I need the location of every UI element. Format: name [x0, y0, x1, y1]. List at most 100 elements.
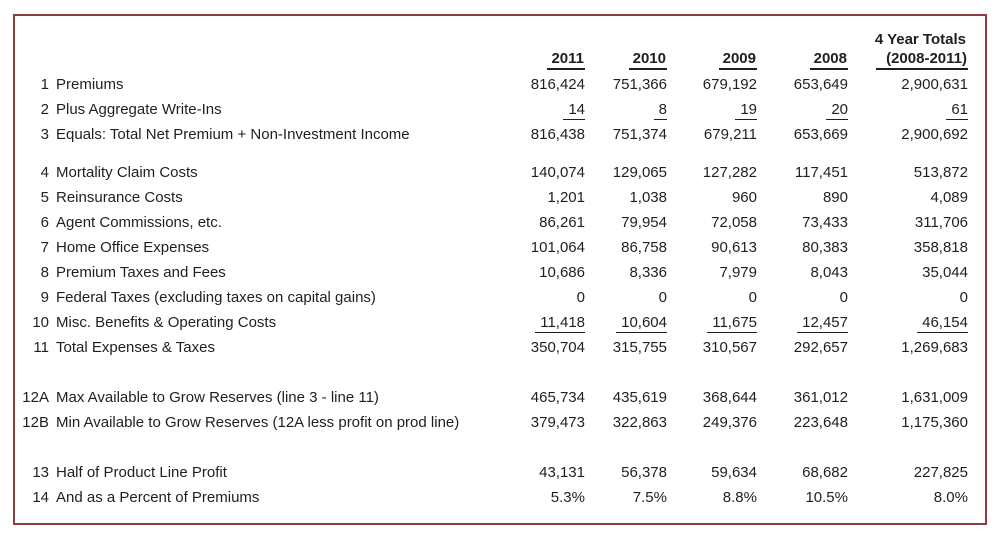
row-label: Half of Product Line Profit: [56, 464, 227, 481]
value-cell: 1,269,683: [901, 339, 968, 356]
value-cell-underlined: 46,154: [848, 310, 968, 335]
value-cell: 80,383: [802, 239, 848, 256]
value-cell: 7.5%: [632, 489, 667, 506]
value-cell: 8,043: [810, 264, 848, 281]
value-cell-underlined: 12,457: [757, 310, 848, 335]
value-cell: 2,900,631: [901, 76, 968, 93]
value-cell-underlined: 20: [757, 97, 848, 122]
value-cell: 249,376: [702, 414, 757, 431]
row-number: 7: [40, 239, 49, 256]
row-label: Plus Aggregate Write-Ins: [56, 101, 222, 118]
row-number: 10: [32, 314, 49, 331]
value-cell: 368,644: [702, 389, 757, 406]
year-header-2009: 2009: [718, 49, 757, 70]
value-cell: 679,192: [702, 76, 757, 93]
value-cell: 0: [576, 289, 585, 306]
table-row-7: 7 Home Office Expenses 101,064 86,758 90…: [15, 235, 968, 260]
value-cell: 140,074: [530, 164, 585, 181]
value-cell-underlined: 14: [405, 97, 585, 122]
value-cell: 1,201: [547, 189, 585, 206]
value-cell: 358,818: [913, 239, 968, 256]
value-cell-underlined: 19: [667, 97, 757, 122]
value-cell: 86,758: [621, 239, 667, 256]
row-number: 1: [40, 76, 49, 93]
value-cell: 435,619: [612, 389, 667, 406]
row-label: Home Office Expenses: [56, 239, 210, 256]
value-cell-underlined: 10,604: [585, 310, 667, 335]
value-cell: 43,131: [539, 464, 585, 481]
table-row-6: 6 Agent Commissions, etc. 86,261 79,954 …: [15, 210, 968, 235]
table-row-12A: 12A Max Available to Grow Reserves (line…: [15, 385, 968, 410]
totals-header-line2: (2008-2011): [848, 49, 968, 70]
value-cell: 90,613: [711, 239, 757, 256]
row-label: And as a Percent of Premiums: [56, 489, 260, 506]
year-header-2011: 2011: [547, 49, 585, 70]
column-header-row: 2011 2010 2009 2008 4 Year Totals (2008-…: [15, 16, 968, 72]
section-gap: [15, 360, 968, 385]
totals-header-cell: 4 Year Totals (2008-2011): [848, 16, 968, 72]
header-spacer: [49, 16, 405, 72]
value-cell: 73,433: [802, 214, 848, 231]
table-row-13: 13 Half of Product Line Profit 43,131 56…: [15, 460, 968, 485]
row-number: 8: [40, 264, 49, 281]
value-cell: 513,872: [913, 164, 968, 181]
value-cell: 1,175,360: [901, 414, 968, 431]
financial-table: 2011 2010 2009 2008 4 Year Totals (2008-…: [15, 16, 968, 510]
row-number: 5: [40, 189, 49, 206]
value-cell: 816,424: [530, 76, 585, 93]
value-cell: 59,634: [711, 464, 757, 481]
value-cell: 79,954: [621, 214, 667, 231]
value-cell: 4,089: [930, 189, 968, 206]
table-row-5: 5 Reinsurance Costs 1,201 1,038 960 890 …: [15, 185, 968, 210]
value-cell: 8,336: [629, 264, 667, 281]
row-number: 12B: [22, 414, 49, 431]
value-cell: 0: [839, 289, 848, 306]
table-row-9: 9 Federal Taxes (excluding taxes on capi…: [15, 285, 968, 310]
value-cell: 310,567: [702, 339, 757, 356]
value-cell: 751,374: [612, 126, 667, 143]
row-label: Mortality Claim Costs: [56, 164, 198, 181]
year-header-cell: 2010: [585, 16, 667, 72]
row-number: 2: [40, 101, 49, 118]
row-number: 12A: [22, 389, 49, 406]
row-label: Min Available to Grow Reserves (12A less…: [56, 414, 460, 431]
value-cell: 68,682: [802, 464, 848, 481]
value-cell: 679,211: [703, 126, 757, 143]
section-gap: [15, 147, 968, 160]
section-gap: [15, 435, 968, 460]
value-cell: 292,657: [793, 339, 848, 356]
row-label: Equals: Total Net Premium + Non-Investme…: [56, 126, 410, 143]
row-number: 13: [32, 464, 49, 481]
row-number: 6: [40, 214, 49, 231]
value-cell: 10.5%: [805, 489, 848, 506]
value-cell: 86,261: [539, 214, 585, 231]
year-header-2008: 2008: [809, 49, 848, 70]
value-cell: 890: [822, 189, 848, 206]
report-frame: 2011 2010 2009 2008 4 Year Totals (2008-…: [13, 14, 987, 525]
value-cell: 10,686: [539, 264, 585, 281]
table-row-12B: 12B Min Available to Grow Reserves (12A …: [15, 410, 968, 435]
value-cell: 0: [658, 289, 667, 306]
row-number: 4: [40, 164, 49, 181]
value-cell-underlined: 61: [848, 97, 968, 122]
value-cell: 315,755: [612, 339, 667, 356]
value-cell: 751,366: [612, 76, 667, 93]
value-cell: 960: [731, 189, 757, 206]
value-cell: 1,631,009: [901, 389, 968, 406]
value-cell: 72,058: [711, 214, 757, 231]
value-cell: 8.0%: [933, 489, 968, 506]
value-cell: 227,825: [913, 464, 968, 481]
value-cell: 117,451: [794, 164, 848, 181]
value-cell: 35,044: [922, 264, 968, 281]
value-cell: 5.3%: [550, 489, 585, 506]
row-number: 11: [33, 339, 49, 356]
value-cell: 223,648: [793, 414, 848, 431]
row-number: 14: [32, 489, 49, 506]
value-cell: 379,473: [530, 414, 585, 431]
table-row-3: 3 Equals: Total Net Premium + Non-Invest…: [15, 122, 968, 147]
table-row-8: 8 Premium Taxes and Fees 10,686 8,336 7,…: [15, 260, 968, 285]
value-cell: 129,065: [612, 164, 667, 181]
row-label: Reinsurance Costs: [56, 189, 183, 206]
row-label: Max Available to Grow Reserves (line 3 -…: [56, 389, 379, 406]
row-label: Premium Taxes and Fees: [56, 264, 226, 281]
